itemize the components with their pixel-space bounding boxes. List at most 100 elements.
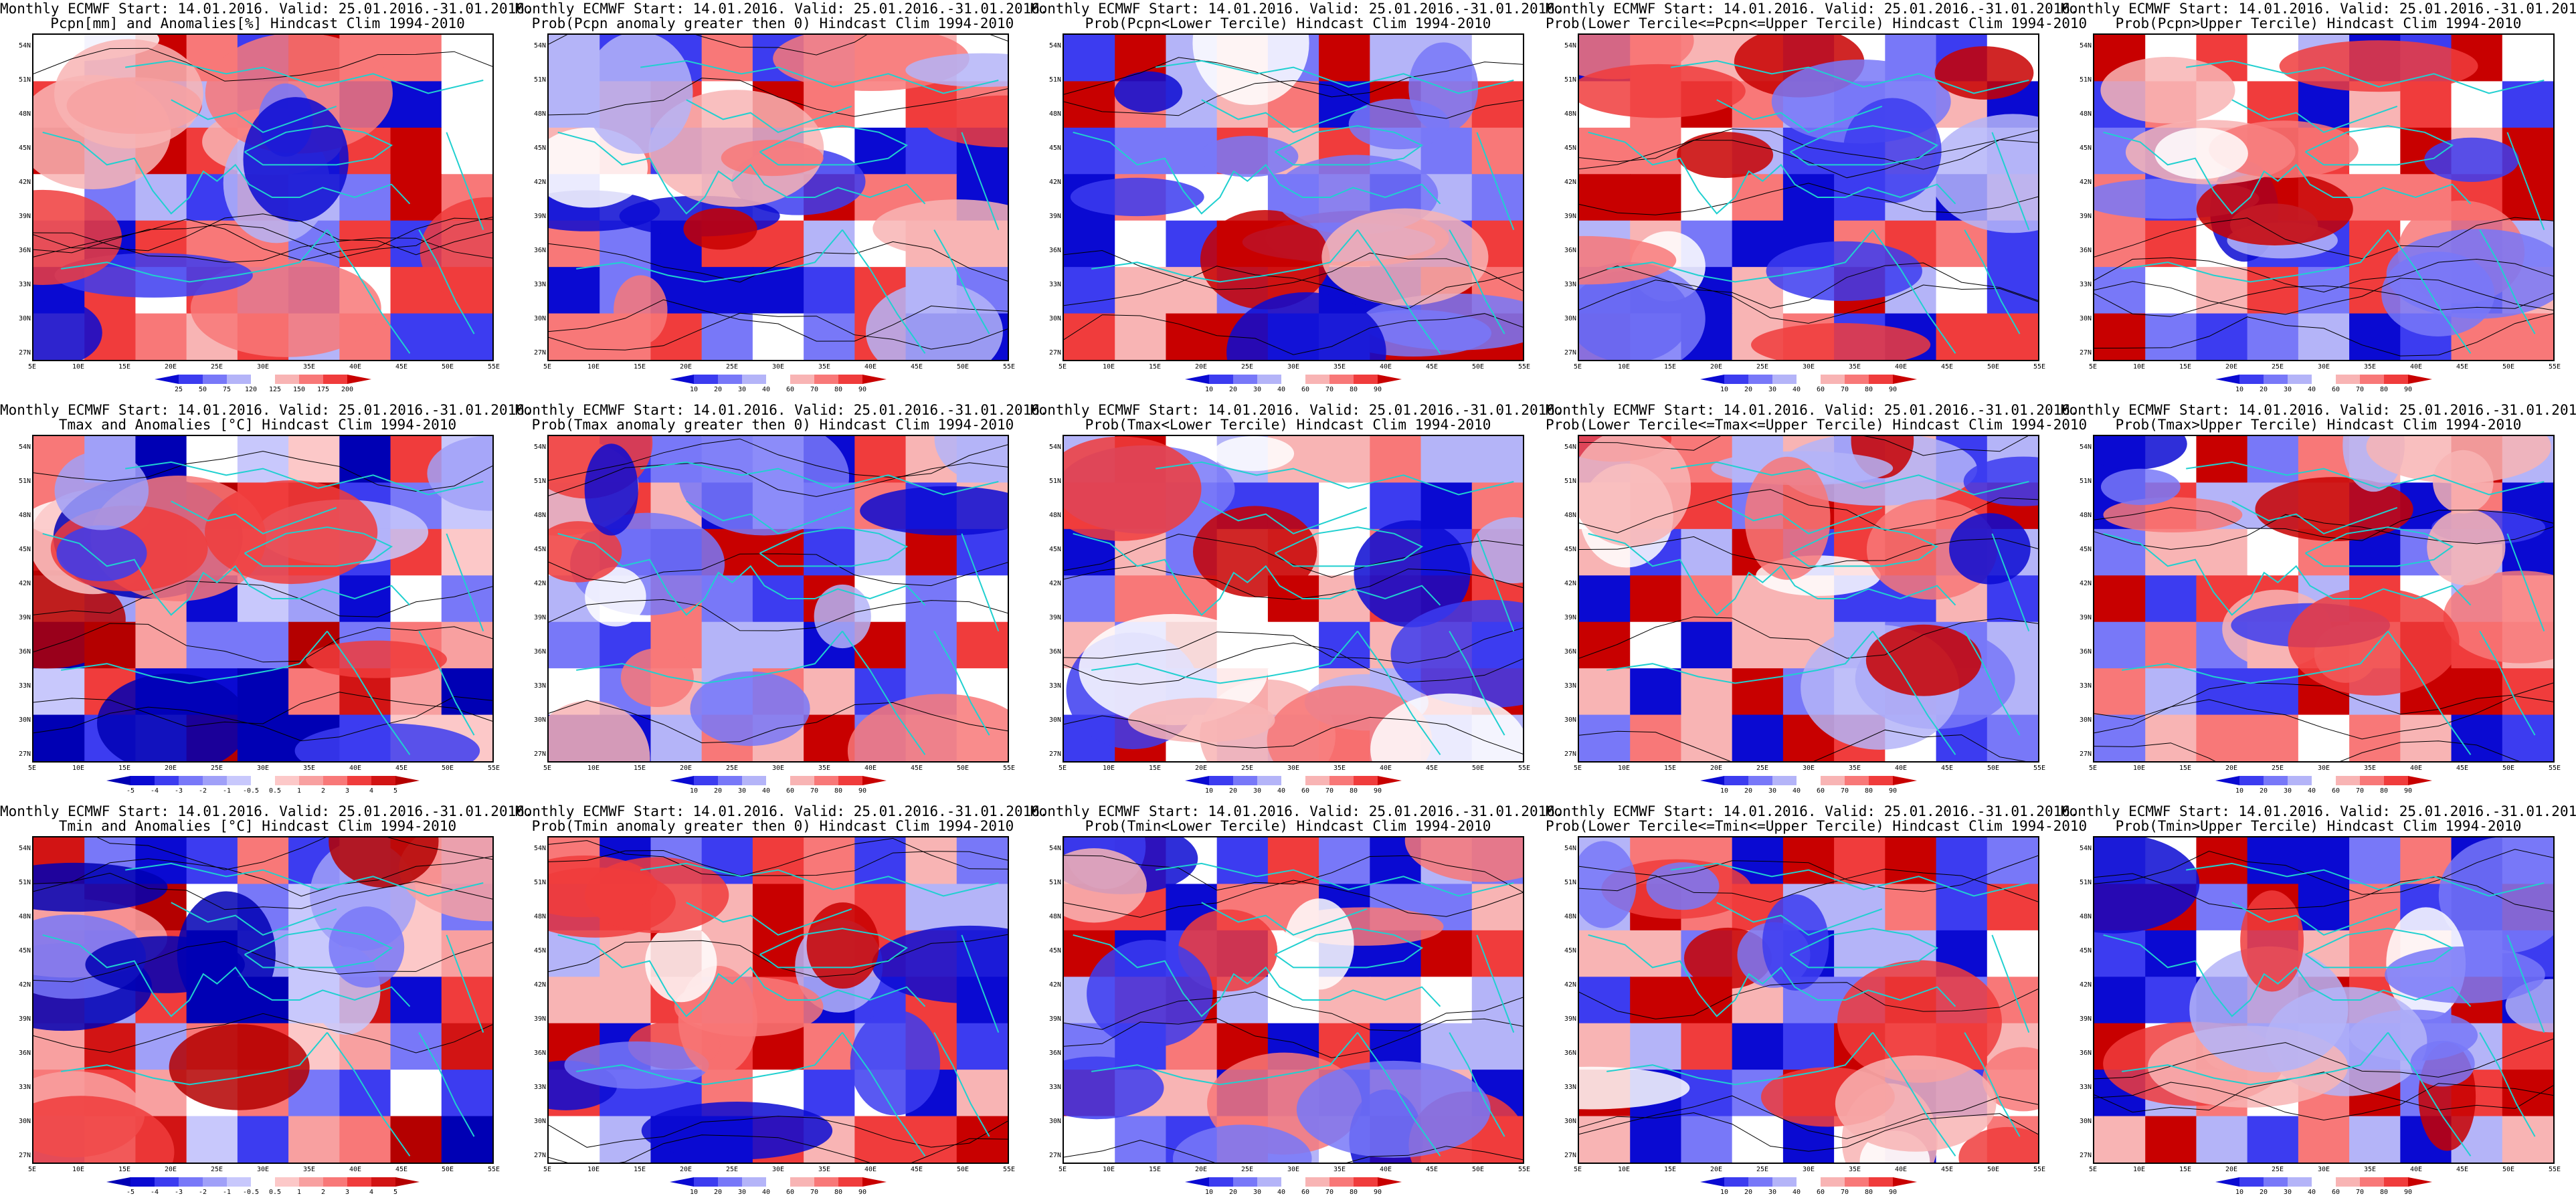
colorbar-swatch	[2264, 776, 2288, 785]
coastline	[2103, 934, 2472, 1017]
field-cell	[2094, 267, 2146, 314]
lon-tick-label: 40E	[1379, 363, 1392, 371]
colorbar-label: 70	[2355, 386, 2365, 393]
field-cell	[1115, 220, 1167, 268]
field-cell	[2196, 267, 2248, 314]
map-field	[549, 837, 1008, 1163]
coastline	[2479, 229, 2536, 334]
lon-tick-label: 25E	[725, 765, 739, 772]
lat-tick-label: 27N	[1048, 349, 1061, 357]
lon-tick-label: 45E	[395, 363, 408, 371]
colorbar-swatch	[1329, 776, 1354, 785]
lat-tick-label: 51N	[18, 478, 31, 485]
lon-tick-label: 55E	[487, 1166, 500, 1173]
colorbar-label: 5	[393, 787, 398, 795]
field-blob	[2424, 137, 2519, 183]
colorbar-label: 30	[2283, 787, 2292, 795]
coastline	[42, 934, 411, 1017]
colorbar-swatch	[371, 776, 395, 785]
colorbar-swatch	[2312, 776, 2336, 785]
contour-line	[2094, 507, 2553, 541]
field-blob	[1982, 1047, 2038, 1112]
field-cell	[2094, 930, 2146, 978]
lon-tick-label: 35E	[2363, 363, 2377, 371]
field-cell	[1732, 668, 1784, 716]
colorbar-swatch	[203, 776, 227, 785]
map-field	[1579, 436, 2038, 761]
colorbar-label: 60	[786, 386, 795, 393]
coastline	[1716, 902, 1883, 936]
lat-tick-label: 27N	[1564, 750, 1576, 758]
coastline	[1964, 1032, 2021, 1137]
lon-tick-label: 40E	[2409, 363, 2423, 371]
coastline	[1357, 631, 1441, 755]
field-cell	[33, 668, 86, 716]
coastline	[2506, 934, 2545, 1033]
colorbar-swatch	[790, 375, 814, 384]
colorbar-label: 1	[296, 1189, 302, 1196]
contour-line	[1064, 266, 1523, 310]
field-cell	[804, 714, 856, 761]
colorbar-swatch	[838, 776, 862, 785]
lat-tick-label: 54N	[18, 42, 31, 49]
field-cell	[1471, 436, 1523, 484]
field-cell	[1834, 837, 1886, 885]
colorbar-swatch	[1772, 1177, 1797, 1187]
coastline	[842, 631, 926, 755]
colorbar-swatch	[2288, 375, 2312, 384]
field-cell	[1630, 621, 1682, 670]
lat-tick-label: 42N	[533, 179, 546, 186]
contour-line	[33, 217, 492, 258]
contour-line	[549, 78, 1008, 117]
colorbar-label: 70	[1325, 787, 1334, 795]
colorbar-label: 80	[834, 1189, 843, 1196]
colorbar-label: 80	[1864, 1189, 1873, 1196]
lat-tick-label: 48N	[2079, 913, 2092, 920]
forecast-map	[547, 836, 1009, 1164]
colorbar-label: 10	[689, 787, 699, 795]
colorbar-label: 10	[689, 1189, 699, 1196]
colorbar-label: 10	[1720, 787, 1729, 795]
lat-tick-label: 45N	[1564, 144, 1576, 152]
lat-tick-label: 48N	[533, 913, 546, 920]
field-cell	[1630, 575, 1682, 623]
field-blob	[1837, 960, 2002, 1083]
field-cell	[2502, 35, 2553, 82]
lat-tick-label: 48N	[1564, 110, 1576, 118]
colorbar-swatch	[1893, 1177, 1917, 1187]
field-cell	[2298, 1116, 2351, 1163]
lon-tick-label: 40E	[1894, 765, 1908, 772]
lon-tick-label: 35E	[818, 1166, 831, 1173]
colorbar-swatch	[2384, 1177, 2408, 1187]
field-cell	[2145, 1116, 2197, 1163]
coastline	[2186, 862, 2545, 897]
colorbar-swatch	[395, 1177, 420, 1187]
colorbar-label: 60	[1816, 1189, 1825, 1196]
lon-tick-label: 30E	[1802, 765, 1815, 772]
colorbar-label: 40	[1792, 1189, 1801, 1196]
lon-tick-label: 20E	[1194, 363, 1208, 371]
lon-tick-label: 10E	[1102, 765, 1115, 772]
contour-line	[1064, 855, 1523, 893]
lat-tick-label: 33N	[1048, 682, 1061, 690]
colorbar-swatch	[790, 776, 814, 785]
field-blob	[54, 451, 149, 530]
colorbar-label: -5	[126, 787, 135, 795]
colorbar-swatch	[106, 1177, 130, 1187]
lat-tick-label: 54N	[1048, 42, 1061, 49]
contour-line	[2094, 1082, 2553, 1121]
coastline	[961, 132, 1000, 230]
colorbar-swatch	[1845, 1177, 1869, 1187]
lat-tick-label: 30N	[1048, 315, 1061, 322]
colorbar-swatch	[2312, 375, 2336, 384]
colorbar-label: 10	[1720, 386, 1729, 393]
lon-tick-label: 10E	[587, 1166, 600, 1173]
coastline	[171, 99, 337, 133]
lon-tick-label: 50E	[956, 1166, 970, 1173]
forecast-map	[2093, 33, 2555, 361]
field-cell	[752, 267, 805, 314]
forecast-panel: Monthly ECMWF Start: 14.01.2016. Valid: …	[515, 803, 1048, 1204]
field-cell	[2094, 714, 2146, 761]
coastline	[576, 1031, 843, 1086]
lat-tick-label: 48N	[18, 913, 31, 920]
